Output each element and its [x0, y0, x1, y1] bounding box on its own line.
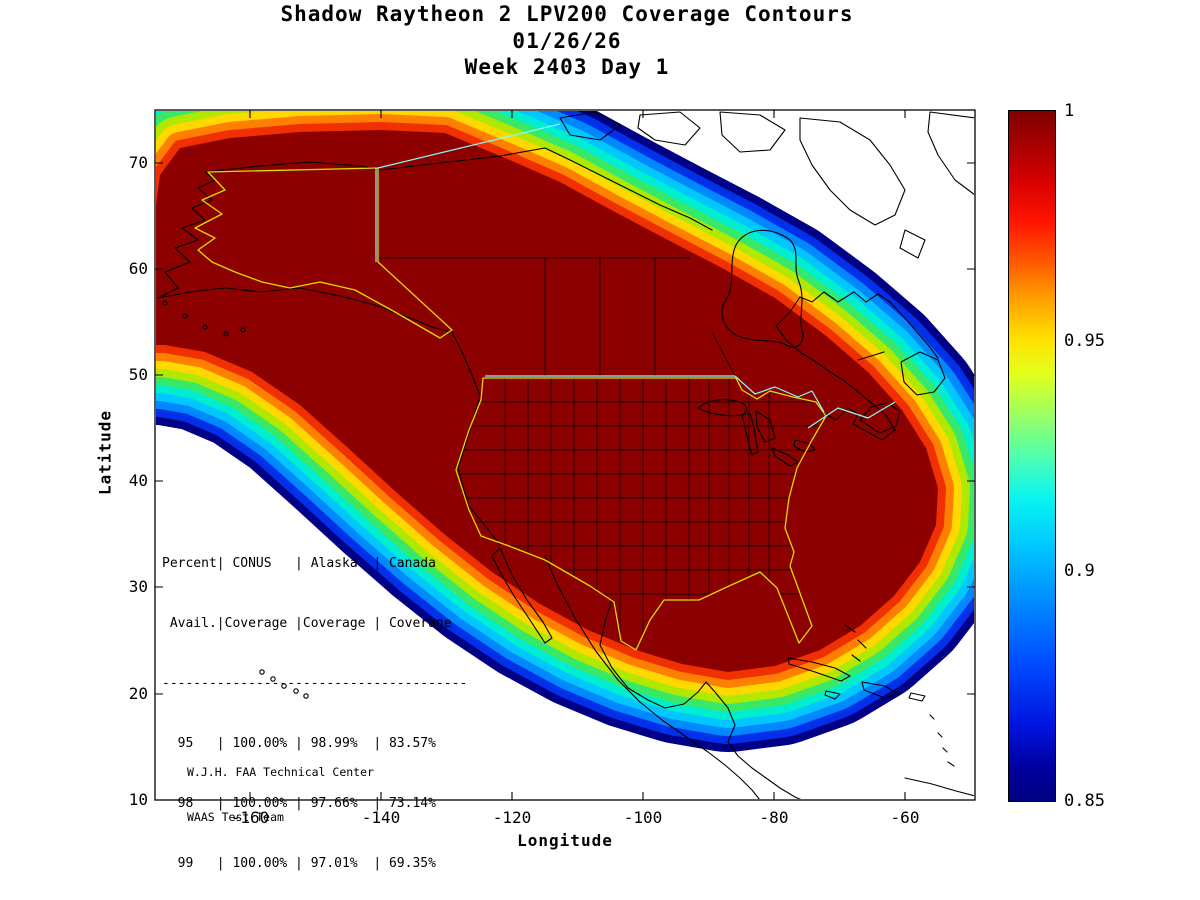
- chart-date: 01/26/26: [512, 29, 622, 53]
- x-tick-label: -120: [492, 808, 532, 827]
- colorbar-tick-label: 1: [1064, 101, 1075, 121]
- table-header-row: Percent| CONUS | Alaska | Canada: [162, 556, 436, 571]
- y-tick-label: 40: [128, 471, 148, 490]
- y-tick-label: 60: [128, 259, 148, 278]
- chart-week-day: Week 2403 Day 1: [464, 55, 670, 79]
- attribution-line: W.J.H. FAA Technical Center: [187, 765, 374, 779]
- chart-title: Shadow Raytheon 2 LPV200 Coverage Contou…: [280, 2, 854, 26]
- y-tick-label: 30: [128, 577, 148, 596]
- colorbar-tick-label: 0.85: [1064, 791, 1105, 811]
- table-row: 99 | 100.00% | 97.01% | 69.35%: [162, 856, 436, 871]
- y-tick-label: 10: [128, 790, 148, 809]
- colorbar-tick-label: 0.9: [1064, 561, 1095, 581]
- tick-marks: [155, 110, 975, 801]
- us-state-borders: [456, 378, 826, 650]
- conus-alaska-outline: [194, 167, 827, 651]
- canada-border-lines: [375, 123, 896, 429]
- table-row: 95 | 100.00% | 98.99% | 83.57%: [162, 736, 436, 751]
- y-tick-label: 20: [128, 684, 148, 703]
- table-header-row: Avail.|Coverage |Coverage | Coverage: [162, 616, 452, 631]
- colorbar: [1008, 110, 1056, 802]
- table-row: 98 | 100.00% | 97.66% | 73.14%: [162, 796, 436, 811]
- colorbar-tick-label: 0.95: [1064, 331, 1105, 351]
- x-tick-label: -160: [230, 808, 270, 827]
- y-axis-label: Latitude: [95, 409, 115, 496]
- x-tick-label: -100: [623, 808, 663, 827]
- coastlines: [157, 111, 974, 799]
- y-tick-label: 50: [128, 365, 148, 384]
- attribution-line: WAAS Test Team: [187, 810, 284, 824]
- y-tick-label: 70: [128, 153, 148, 172]
- canada-province-borders: [378, 257, 736, 377]
- availability-table: Percent| CONUS | Alaska | Canada Avail.|…: [162, 514, 467, 900]
- x-tick-label: -80: [759, 808, 789, 827]
- axes-box: [154, 109, 976, 801]
- attribution: W.J.H. FAA Technical Center WAAS Test Te…: [187, 735, 374, 855]
- x-axis-label: Longitude: [517, 831, 613, 850]
- x-tick-label: -140: [361, 808, 401, 827]
- x-tick-label: -60: [890, 808, 920, 827]
- table-divider: ---------------------------------------: [162, 676, 468, 691]
